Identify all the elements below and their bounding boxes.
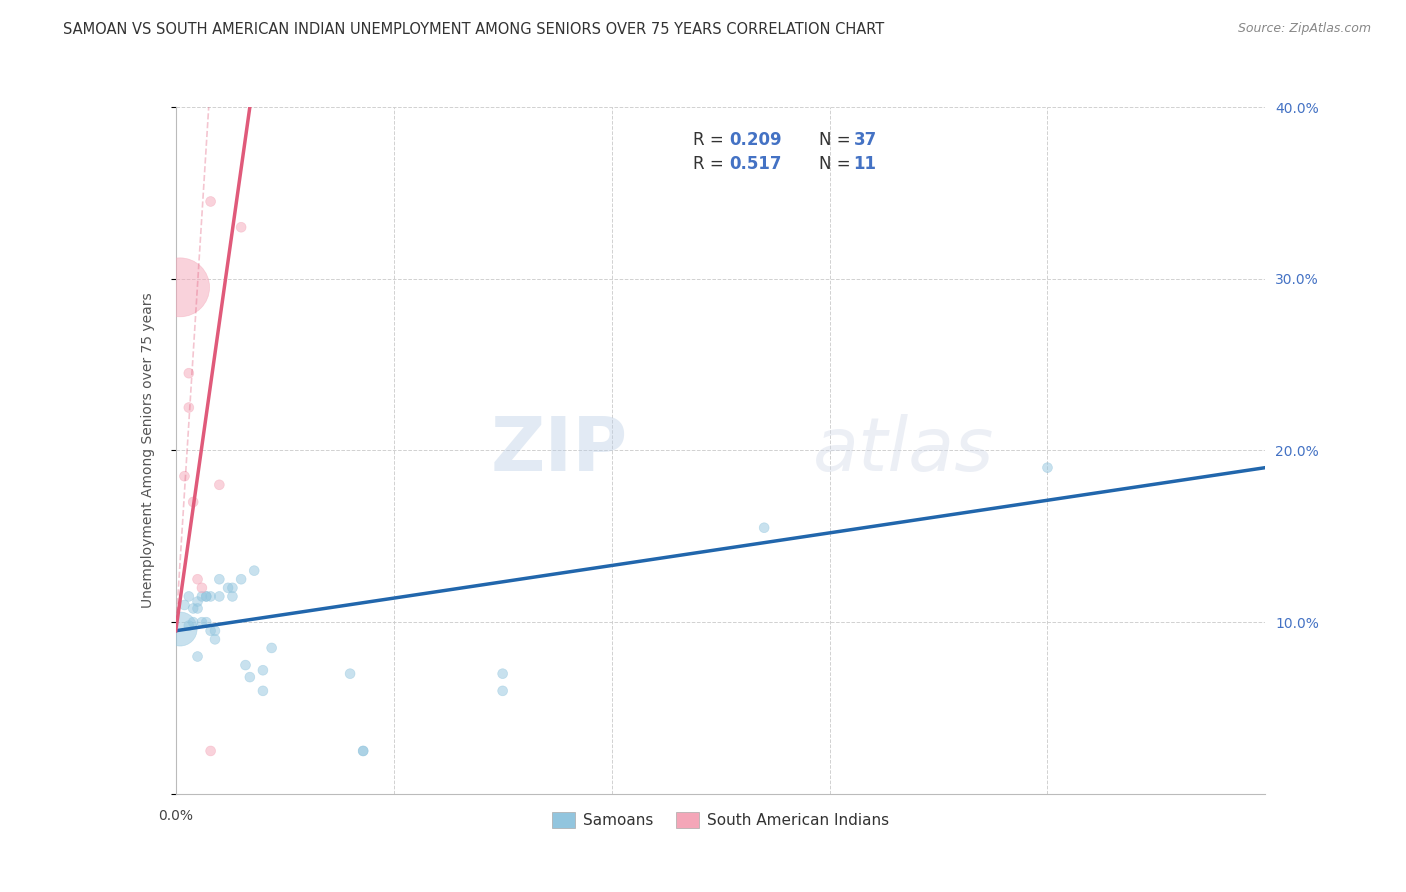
Text: 0.209: 0.209 — [730, 131, 782, 149]
Y-axis label: Unemployment Among Seniors over 75 years: Unemployment Among Seniors over 75 years — [141, 293, 155, 608]
Text: R =: R = — [693, 131, 730, 149]
Point — [195, 615, 218, 630]
Point — [260, 640, 283, 655]
Point — [204, 624, 226, 638]
Point — [191, 581, 214, 595]
Point — [235, 658, 257, 673]
Text: 11: 11 — [853, 155, 876, 173]
Point — [181, 615, 204, 630]
Point — [173, 469, 195, 483]
Point — [177, 401, 200, 415]
Point — [177, 590, 200, 604]
Point — [339, 666, 361, 681]
Text: Source: ZipAtlas.com: Source: ZipAtlas.com — [1237, 22, 1371, 36]
Point — [191, 590, 214, 604]
Point — [208, 590, 231, 604]
Point — [186, 594, 209, 608]
Point — [1036, 460, 1059, 475]
Point — [186, 601, 209, 615]
Point — [221, 590, 243, 604]
Point — [243, 564, 266, 578]
Point — [231, 220, 253, 235]
Text: N =: N = — [818, 155, 855, 173]
Point — [177, 618, 200, 632]
Text: 37: 37 — [853, 131, 877, 149]
Point — [200, 744, 222, 758]
Text: SAMOAN VS SOUTH AMERICAN INDIAN UNEMPLOYMENT AMONG SENIORS OVER 75 YEARS CORRELA: SAMOAN VS SOUTH AMERICAN INDIAN UNEMPLOY… — [63, 22, 884, 37]
Text: R =: R = — [693, 155, 730, 173]
Text: 0.517: 0.517 — [730, 155, 782, 173]
Point — [177, 366, 200, 380]
Point — [492, 683, 515, 698]
Text: N =: N = — [818, 131, 855, 149]
Text: atlas: atlas — [813, 415, 994, 486]
Point — [195, 590, 218, 604]
Legend: Samoans, South American Indians: Samoans, South American Indians — [546, 806, 896, 834]
Point — [200, 590, 222, 604]
Text: ZIP: ZIP — [491, 414, 628, 487]
Point — [181, 495, 204, 509]
Point — [186, 649, 209, 664]
Point — [231, 572, 253, 586]
Text: 0.0%: 0.0% — [159, 809, 193, 823]
Point — [200, 194, 222, 209]
Point — [492, 666, 515, 681]
Point — [181, 601, 204, 615]
Point — [239, 670, 262, 684]
Point — [754, 521, 776, 535]
Point — [169, 622, 191, 636]
Point — [200, 624, 222, 638]
Point — [217, 581, 239, 595]
Point — [169, 280, 191, 294]
Point — [186, 572, 209, 586]
Point — [204, 632, 226, 647]
Point — [195, 590, 218, 604]
Point — [252, 663, 274, 677]
Point — [191, 615, 214, 630]
Point — [352, 744, 374, 758]
Point — [208, 572, 231, 586]
Point — [208, 478, 231, 492]
Point — [221, 581, 243, 595]
Point — [252, 683, 274, 698]
Point — [173, 598, 195, 612]
Point — [352, 744, 374, 758]
